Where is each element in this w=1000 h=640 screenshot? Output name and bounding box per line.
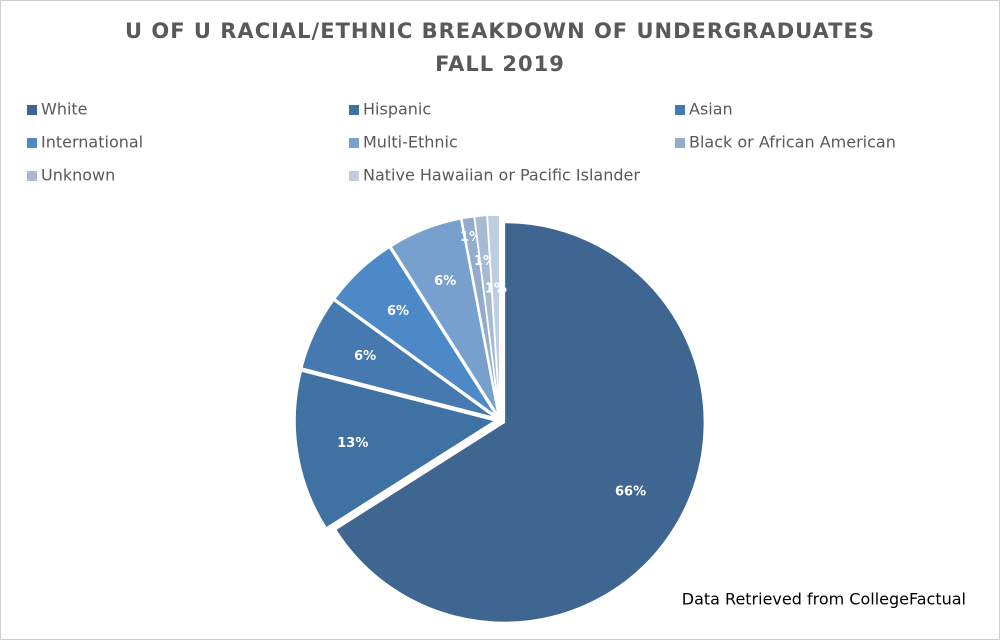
legend-swatch (675, 105, 685, 115)
pie-slice (389, 218, 499, 416)
pie-slice (486, 214, 501, 416)
legend-swatch (349, 105, 359, 115)
legend-label: International (41, 133, 143, 152)
data-label: 1% (485, 282, 507, 297)
legend-label: Hispanic (363, 100, 431, 119)
legend-label: White (41, 100, 88, 119)
pie-slice (333, 246, 498, 417)
annotation: Data Retrieved from CollegeFactual (682, 590, 966, 609)
pie-slice (300, 299, 496, 419)
data-label: 13% (337, 436, 368, 451)
legend-swatch (675, 138, 685, 148)
legend-label: Black or African American (689, 133, 896, 152)
data-label: 6% (387, 304, 409, 319)
legend-swatch (27, 138, 37, 148)
legend-label: Asian (689, 100, 733, 119)
pie-slice (294, 370, 497, 529)
pie-slice (334, 221, 706, 624)
legend-swatch (349, 138, 359, 148)
legend-swatch (27, 171, 37, 181)
legend-label: Unknown (41, 166, 115, 185)
legend-swatch (349, 171, 359, 181)
legend-swatch (27, 105, 37, 115)
data-label: 6% (434, 274, 456, 289)
data-label: 66% (615, 484, 646, 499)
data-label: 6% (354, 349, 376, 364)
chart-title: U OF U RACIAL/ETHNIC BREAKDOWN OF UNDERG… (125, 19, 875, 43)
legend-label: Multi-Ethnic (363, 133, 458, 152)
legend-label: Native Hawaiian or Pacific Islander (363, 166, 640, 185)
chart-subtitle: FALL 2019 (435, 52, 565, 76)
